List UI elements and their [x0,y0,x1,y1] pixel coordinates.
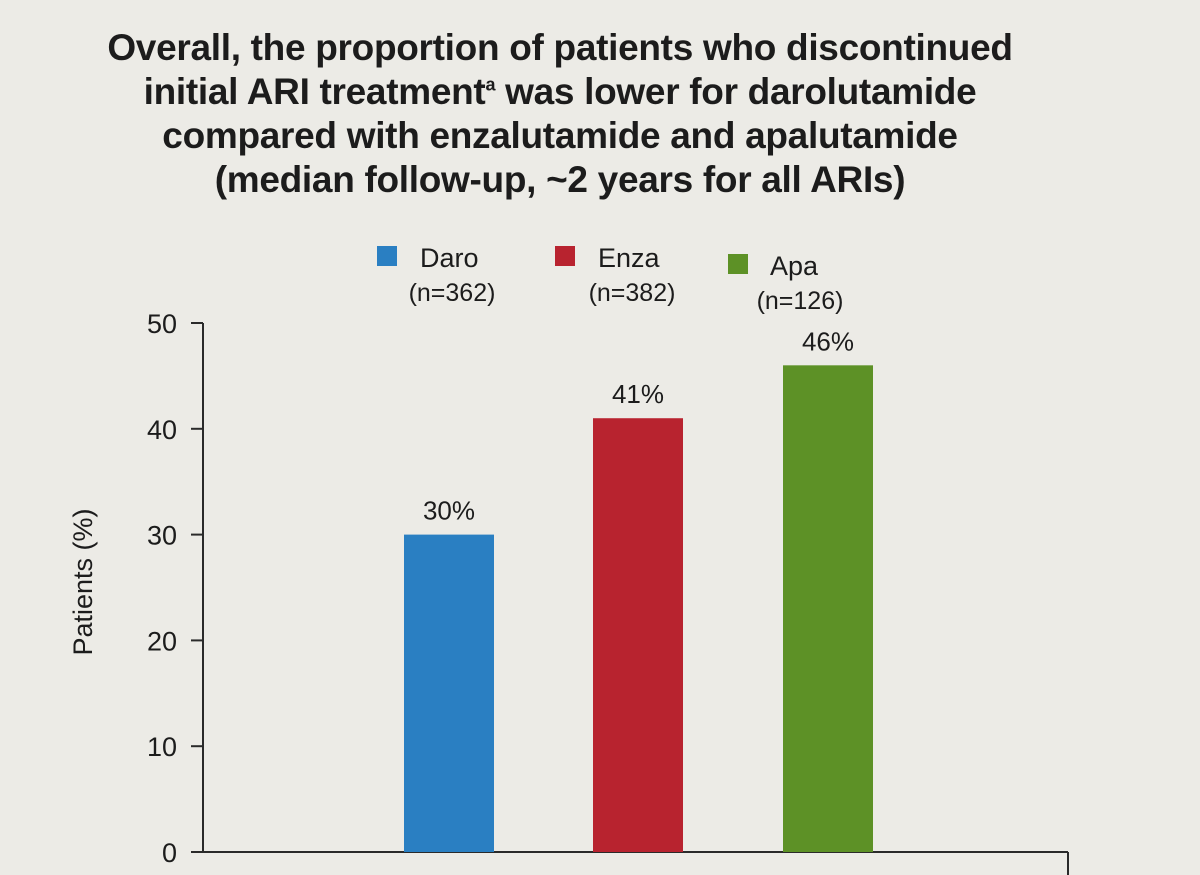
legend-swatch-enza [555,246,575,266]
legend-n-enza: (n=382) [589,279,676,307]
legend-swatch-daro [377,246,397,266]
y-tick-label: 40 [147,415,177,445]
y-axis-label-group: Patients (%) [68,508,98,655]
y-tick-label: 30 [147,521,177,551]
title-line-2-text: initial ARI treatment [143,71,486,112]
title-line-2-rest: was lower for darolutamide [495,71,977,112]
y-tick-label: 0 [162,838,177,868]
bars [404,365,873,852]
data-label-daro: 30% [423,496,475,526]
title-footnote-marker: a [485,74,496,95]
title-line-2: initial ARI treatmenta was lower for dar… [40,70,1080,114]
legend: Daro (n=362) Enza (n=382) Apa (n=126) [377,243,843,315]
legend-label-daro: Daro [420,243,479,273]
data-labels: 30% 41% 46% [423,326,854,525]
legend-label-apa: Apa [770,251,819,281]
bar-apa [783,365,873,852]
data-label-enza: 41% [612,379,664,409]
y-ticks: 0 10 20 30 40 50 [147,309,203,868]
bar-enza [593,418,683,852]
legend-swatch-apa [728,254,748,274]
legend-label-enza: Enza [598,243,661,273]
y-tick-label: 10 [147,732,177,762]
chart-title: Overall, the proportion of patients who … [40,26,1080,202]
y-axis-label: Patients (%) [68,508,98,655]
y-tick-label: 20 [147,626,177,656]
data-label-apa: 46% [802,326,854,356]
legend-n-apa: (n=126) [757,287,844,315]
title-line-4: (median follow-up, ~2 years for all ARIs… [214,159,906,200]
y-tick-label: 50 [147,309,177,339]
bar-daro [404,534,494,852]
legend-n-daro: (n=362) [409,279,496,307]
title-line-1: Overall, the proportion of patients who … [107,27,1013,68]
title-line-3: compared with enzalutamide and apalutami… [162,115,958,156]
